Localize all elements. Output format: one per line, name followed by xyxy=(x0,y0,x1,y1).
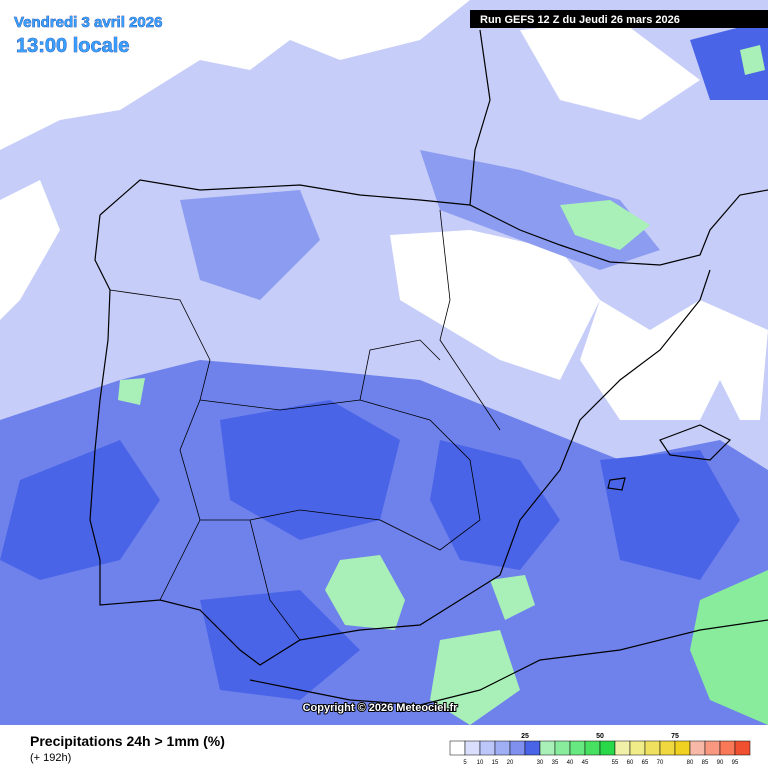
precip-areas xyxy=(0,0,768,725)
scale-label-top: 25 xyxy=(521,733,529,740)
run-banner xyxy=(470,10,768,28)
scale-swatch xyxy=(689,740,706,756)
forecast-date: Vendredi 3 avril 2026 xyxy=(14,14,162,31)
scale-label-bottom: 10 xyxy=(477,760,484,766)
borders xyxy=(109,209,501,641)
scale-swatch xyxy=(494,740,511,756)
scale-swatch xyxy=(524,740,541,756)
scale-swatch xyxy=(449,740,466,756)
scale-swatch xyxy=(734,740,751,756)
scale-swatch xyxy=(569,740,586,756)
run-info: Run GEFS 12 Z du Jeudi 26 mars 2026 xyxy=(480,14,680,26)
scale-label-bottom: 55 xyxy=(612,760,619,766)
legend-subtitle: (+ 192h) xyxy=(30,752,71,764)
scale-label-bottom: 30 xyxy=(537,760,544,766)
scale-label-bottom: 20 xyxy=(507,760,514,766)
legend-title: Precipitations 24h > 1mm (%) xyxy=(30,733,225,749)
scale-swatch xyxy=(614,740,631,756)
scale-label-top: 50 xyxy=(596,733,604,740)
scale-swatch xyxy=(629,740,646,756)
scale-swatch xyxy=(479,740,496,756)
scale-swatch xyxy=(719,740,736,756)
scale-swatch xyxy=(539,740,556,756)
scale-label-bottom: 90 xyxy=(717,760,724,766)
scale-label-bottom: 60 xyxy=(627,760,634,766)
scale-swatch xyxy=(599,740,616,756)
scale-label-bottom: 65 xyxy=(642,760,649,766)
scale-label-bottom: 15 xyxy=(492,760,499,766)
scale-label-bottom: 45 xyxy=(582,760,589,766)
scale-label-bottom: 40 xyxy=(567,760,574,766)
scale-label-bottom: 95 xyxy=(732,760,739,766)
scale-swatch xyxy=(509,740,526,756)
scale-swatch xyxy=(674,740,691,756)
scale-swatch xyxy=(704,740,721,756)
scale-swatch xyxy=(464,740,481,756)
scale-swatch xyxy=(584,740,601,756)
scale-label-top: 75 xyxy=(671,733,679,740)
scale-label-bottom: 70 xyxy=(657,760,664,766)
scale-label-bottom: 35 xyxy=(552,760,559,766)
scale-label-bottom: 5 xyxy=(463,760,467,766)
forecast-time: 13:00 locale xyxy=(16,35,129,57)
scale-label-bottom: 80 xyxy=(687,760,694,766)
coastlines xyxy=(89,29,768,706)
scale-label-bottom: 85 xyxy=(702,760,709,766)
scale-swatch xyxy=(644,740,661,756)
scale-swatch xyxy=(659,740,676,756)
scale-swatch xyxy=(554,740,571,756)
color-scale: 25 50 75 5 10 15 20 30 35 40 45 55 60 65 70 80 85 90 95 xyxy=(449,733,751,766)
copyright: Copyright © 2026 Meteociel.fr xyxy=(303,702,459,714)
